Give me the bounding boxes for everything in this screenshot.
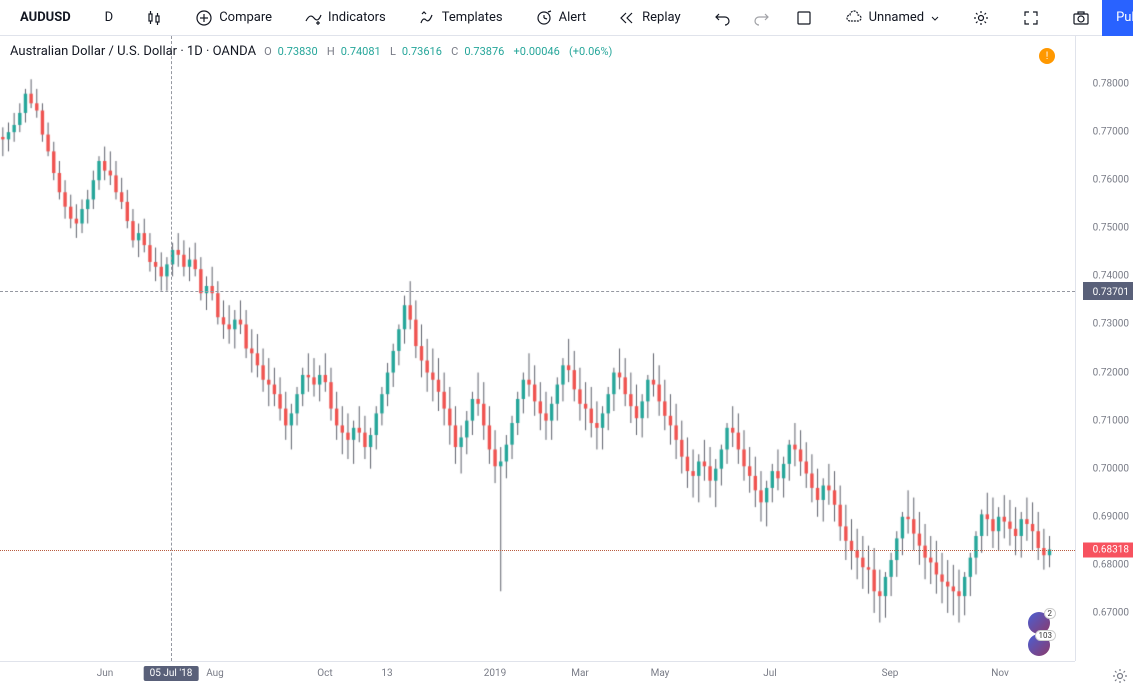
- fullscreen-button[interactable]: [1012, 4, 1050, 32]
- layout-button[interactable]: [785, 4, 823, 32]
- time-tick: Nov: [991, 668, 1009, 679]
- price-tick: 0.74000: [1093, 271, 1129, 282]
- cloud-icon: [845, 9, 863, 27]
- camera-icon: [1072, 9, 1090, 27]
- price-tick: 0.78000: [1093, 79, 1129, 90]
- chart-area[interactable]: 0.67000 0.68000 0.69000 0.70000 0.71000 0.720…: [0, 36, 1133, 689]
- redo-icon: [753, 9, 771, 27]
- time-tick: May: [651, 668, 670, 679]
- templates-button[interactable]: Templates: [408, 4, 513, 32]
- time-tick: 13: [381, 668, 392, 679]
- replay-label: Replay: [642, 10, 681, 25]
- templates-icon: [418, 9, 436, 27]
- alert-label: Alert: [559, 10, 587, 25]
- time-tick: Aug: [206, 668, 224, 679]
- chevron-down-icon: [930, 9, 940, 27]
- price-tick: 0.68000: [1093, 559, 1129, 570]
- legend-ohlc: O0.73830 H0.74081 L0.73616 C0.73876 +0.0…: [264, 44, 618, 59]
- indicators-label: Indicators: [328, 10, 386, 25]
- gear-icon: [972, 9, 990, 27]
- crosshair-price-tag: 0.73701: [1083, 282, 1133, 300]
- story-indicator[interactable]: 103: [1028, 634, 1050, 656]
- screenshot-button[interactable]: [1062, 4, 1100, 32]
- publish-button[interactable]: Publish: [1102, 0, 1133, 36]
- interval-button[interactable]: D: [95, 4, 124, 32]
- chart-settings-button[interactable]: [1111, 667, 1129, 685]
- price-tick: 0.76000: [1093, 175, 1129, 186]
- candlestick-icon: [145, 9, 163, 27]
- candlestick-chart[interactable]: [0, 36, 1075, 661]
- price-tick: 0.71000: [1093, 415, 1129, 426]
- layout-icon: [795, 9, 813, 27]
- price-axis[interactable]: 0.67000 0.68000 0.69000 0.70000 0.71000 0.720…: [1075, 36, 1133, 661]
- time-tick: Jul: [763, 668, 776, 679]
- indicators-button[interactable]: Indicators: [294, 4, 396, 32]
- chart-legend: Australian Dollar / U.S. Dollar · 1D · O…: [10, 44, 618, 59]
- price-tick: 0.73000: [1093, 319, 1129, 330]
- symbol-button[interactable]: AUDUSD: [8, 4, 83, 32]
- layout-name-button[interactable]: Unnamed: [835, 4, 951, 32]
- time-tick: Mar: [571, 668, 589, 679]
- plus-circle-icon: [195, 9, 213, 27]
- time-tick: Jun: [97, 668, 114, 679]
- alert-icon: [535, 9, 553, 27]
- replay-button[interactable]: Replay: [608, 4, 691, 32]
- undo-button[interactable]: [703, 4, 741, 32]
- price-tick: 0.67000: [1093, 607, 1129, 618]
- time-tick: Oct: [317, 668, 332, 679]
- top-toolbar: AUDUSD D Compare Indicators Templates Al…: [0, 0, 1133, 36]
- indicators-icon: [304, 9, 322, 27]
- time-axis[interactable]: prJunAugOct132019MarMayJulSepNov05 Jul '…: [0, 661, 1075, 689]
- compare-label: Compare: [219, 10, 272, 25]
- price-tick: 0.69000: [1093, 511, 1129, 522]
- price-tick: 0.70000: [1093, 463, 1129, 474]
- fullscreen-icon: [1022, 9, 1040, 27]
- layout-name-label: Unnamed: [869, 10, 925, 25]
- price-tick: 0.77000: [1093, 127, 1129, 138]
- price-tick: 0.72000: [1093, 367, 1129, 378]
- compare-button[interactable]: Compare: [185, 4, 282, 32]
- time-tick: 2019: [484, 668, 506, 679]
- crosshair-time-tag: 05 Jul '18: [144, 666, 199, 681]
- templates-label: Templates: [442, 10, 503, 25]
- notification-badge[interactable]: !: [1039, 48, 1055, 64]
- last-price-tag: 0.68318: [1083, 542, 1133, 557]
- redo-button[interactable]: [743, 4, 781, 32]
- legend-title: Australian Dollar / U.S. Dollar · 1D · O…: [10, 44, 256, 59]
- price-tick: 0.75000: [1093, 223, 1129, 234]
- alert-button[interactable]: Alert: [525, 4, 597, 32]
- chart-style-button[interactable]: [135, 4, 173, 32]
- time-tick: Sep: [882, 668, 899, 679]
- settings-button[interactable]: [962, 4, 1000, 32]
- replay-icon: [618, 9, 636, 27]
- undo-icon: [713, 9, 731, 27]
